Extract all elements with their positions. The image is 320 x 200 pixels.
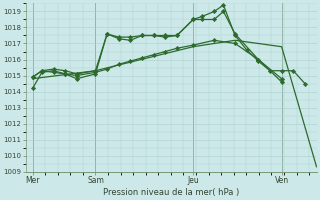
X-axis label: Pression niveau de la mer( hPa ): Pression niveau de la mer( hPa ): [103, 188, 239, 197]
